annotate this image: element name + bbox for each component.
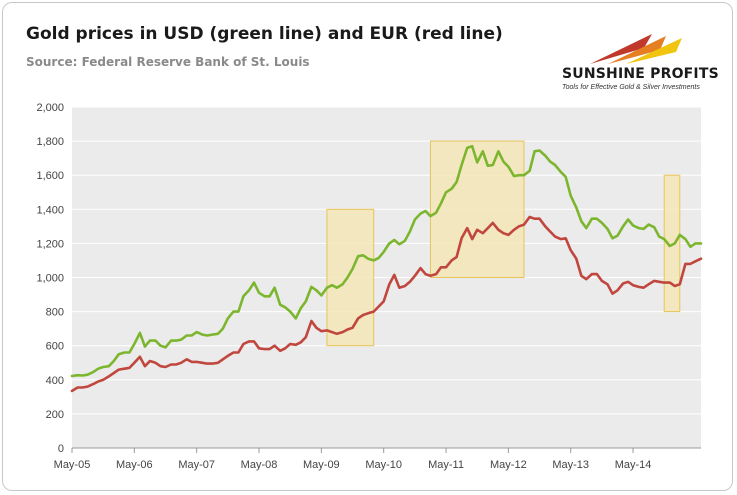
y-tick-label: 1,000 (36, 273, 64, 285)
y-tick-label: 600 (46, 341, 64, 353)
y-tick-label: 400 (46, 375, 64, 387)
axis-layer: 0 200 400 600 800 1,000 1,200 1,400 1,600 1,800 2,… (36, 102, 701, 471)
series-layer (70, 144, 703, 393)
x-tick-label: May-14 (615, 459, 652, 471)
series-line-usd (70, 144, 703, 378)
x-tick-label: May-05 (54, 459, 91, 471)
highlight-box (326, 208, 375, 347)
y-tick-label: 1,600 (36, 170, 64, 182)
grid-layer (72, 106, 701, 449)
y-tick-label: 200 (46, 409, 64, 421)
x-tick-label: May-11 (428, 459, 464, 471)
chart-title: Gold prices in USD (green line) and EUR … (26, 24, 503, 44)
logo-tagline: Tools for Effective Gold & Silver Invest… (562, 84, 700, 91)
y-tick-label: 2,000 (36, 102, 64, 114)
sunshine-profits-logo: SUNSHINE PROFITS Tools for Effective Gol… (548, 28, 719, 100)
y-tick-label: 0 (58, 443, 64, 455)
logo-name: SUNSHINE PROFITS (562, 66, 719, 82)
highlight-box (429, 140, 525, 278)
y-tick-label: 800 (46, 307, 64, 319)
logo-swoosh-orange (608, 36, 666, 64)
y-tick-label: 1,400 (36, 204, 64, 216)
chart-source: Source: Federal Reserve Bank of St. Loui… (26, 55, 310, 69)
logo-swoosh-icon (590, 34, 682, 64)
logo-swoosh-red (590, 34, 652, 64)
x-tick-label: May-08 (241, 459, 278, 471)
x-tick-label: May-07 (178, 459, 215, 471)
x-tick-label: May-10 (365, 459, 402, 471)
series-line-eur (70, 215, 703, 393)
logo-swoosh-yellow (626, 38, 682, 64)
y-tick-label: 1,800 (36, 136, 64, 148)
x-tick-label: May-13 (552, 459, 589, 471)
highlight-layer (326, 140, 681, 347)
x-tick-label: May-12 (490, 459, 527, 471)
x-tick-label: May-06 (116, 459, 153, 471)
y-tick-label: 1,200 (36, 238, 64, 250)
x-tick-label: May-09 (303, 459, 340, 471)
